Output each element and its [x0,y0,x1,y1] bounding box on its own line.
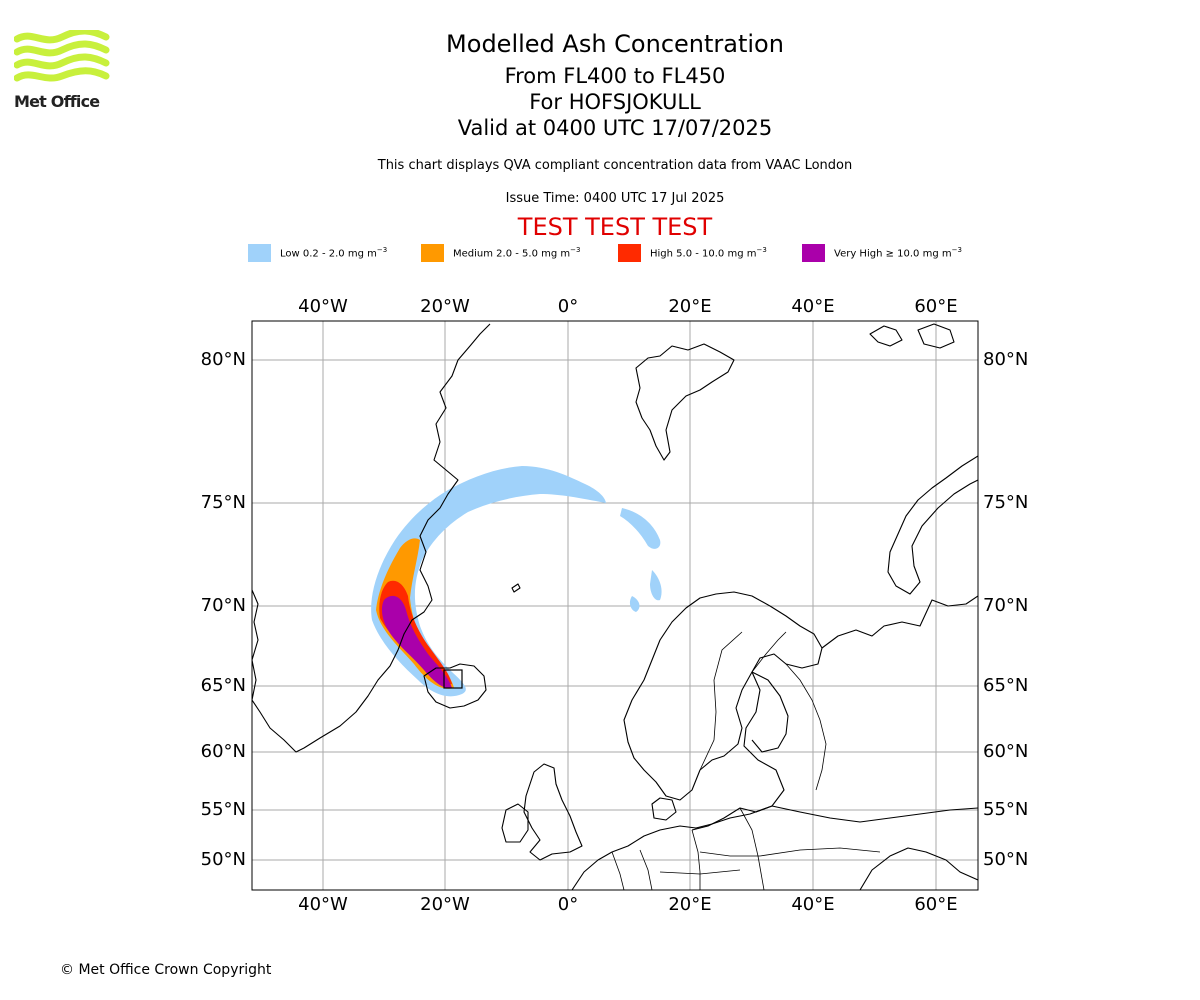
coastline-iceland [423,663,487,709]
lon-label-top: 20°E [668,296,711,317]
legend-item-high: High 5.0 - 10.0 mg m−3 [618,244,767,262]
ash-low-scatter-1 [620,508,661,549]
met-office-logo: Met Office [13,27,110,112]
lon-label-top: 0° [558,296,578,317]
top-longitude-labels: 40°W 20°W 0° 20°E 40°E 60°E [298,296,957,317]
coastline-franz-josef [869,325,903,347]
lat-label-right: 50°N [983,849,1028,870]
ash-very-high [381,595,452,689]
legend-item-medium: Medium 2.0 - 5.0 mg m−3 [421,244,580,262]
lon-label-bottom: 60°E [914,894,957,915]
coastline-novaya [887,455,978,595]
coastline-baltic [691,671,785,831]
copyright-notice: © Met Office Crown Copyright [60,962,272,978]
left-latitude-labels: 80°N 75°N 70°N 65°N 60°N 55°N 50°N [201,349,246,870]
lat-label-right: 55°N [983,799,1028,820]
bottom-longitude-labels: 40°W 20°W 0° 20°E 40°E 60°E [298,894,957,915]
legend-label-very-high: Very High ≥ 10.0 mg m−3 [834,246,962,260]
lat-label-right: 65°N [983,675,1028,696]
ash-low-scatter-2 [650,570,662,601]
lat-label-left: 60°N [201,741,246,762]
legend-item-very-high: Very High ≥ 10.0 mg m−3 [802,244,962,262]
right-latitude-labels: 80°N 75°N 70°N 65°N 60°N 55°N 50°N [983,349,1028,870]
coastline-denmark [651,797,677,821]
lat-label-right: 60°N [983,741,1028,762]
country-borders [611,631,881,890]
ash-low-scatter-3 [629,596,640,612]
lon-label-bottom: 40°W [298,894,348,915]
coastline-black-sea-north [859,847,978,890]
flight-level-range: From FL400 to FL450 [504,64,726,88]
lon-label-bottom: 20°E [668,894,711,915]
volcano-source-marker [443,669,463,689]
logo-waves-icon [13,27,110,82]
coastline-europe [571,805,978,890]
coastlines [252,323,978,890]
lat-label-left: 65°N [201,675,246,696]
lat-label-right: 70°N [983,595,1028,616]
lat-label-left: 80°N [201,349,246,370]
coastline-franz-josef-2 [917,323,955,349]
lat-label-right: 75°N [983,492,1028,513]
issue-time: Issue Time: 0400 UTC 17 Jul 2025 [505,191,725,206]
legend-swatch-high [618,244,641,262]
lon-label-top: 60°E [914,296,957,317]
legend-label-low: Low 0.2 - 2.0 mg m−3 [280,246,388,260]
logo-text: Met Office [14,92,100,111]
lat-label-left: 70°N [201,595,246,616]
lat-label-left: 55°N [201,799,246,820]
ash-medium [376,538,454,689]
coastline-greenland [252,323,491,753]
coastline-ireland [501,803,529,843]
valid-time: Valid at 0400 UTC 17/07/2025 [457,116,773,140]
coastline-finland [751,671,789,753]
coastline-svalbard [635,343,735,461]
concentration-legend: Low 0.2 - 2.0 mg m−3 Medium 2.0 - 5.0 mg… [0,244,1200,264]
coastline-jan-mayen [511,583,521,593]
test-banner: TEST TEST TEST [517,213,713,241]
legend-swatch-medium [421,244,444,262]
chart-title: Modelled Ash Concentration [446,30,784,58]
lon-label-bottom: 20°W [420,894,470,915]
chart-subtitle: This chart displays QVA compliant concen… [377,158,853,173]
legend-label-medium: Medium 2.0 - 5.0 mg m−3 [453,246,581,260]
legend-label-high: High 5.0 - 10.0 mg m−3 [650,246,767,260]
volcano-name: For HOFSJOKULL [529,90,701,114]
lon-label-top: 20°W [420,296,470,317]
lat-label-left: 50°N [201,849,246,870]
map-frame [251,320,979,891]
lon-label-bottom: 40°E [791,894,834,915]
lon-label-top: 40°W [298,296,348,317]
graticule [252,321,978,890]
ash-cloud [371,466,662,697]
legend-swatch-low [248,244,271,262]
legend-swatch-very-high [802,244,825,262]
legend-item-low: Low 0.2 - 2.0 mg m−3 [248,244,387,262]
ash-low [371,466,606,697]
lat-label-right: 80°N [983,349,1028,370]
lon-label-bottom: 0° [558,894,578,915]
coastline-kola-russia [821,595,978,649]
lon-label-top: 40°E [791,296,834,317]
lat-label-left: 75°N [201,492,246,513]
